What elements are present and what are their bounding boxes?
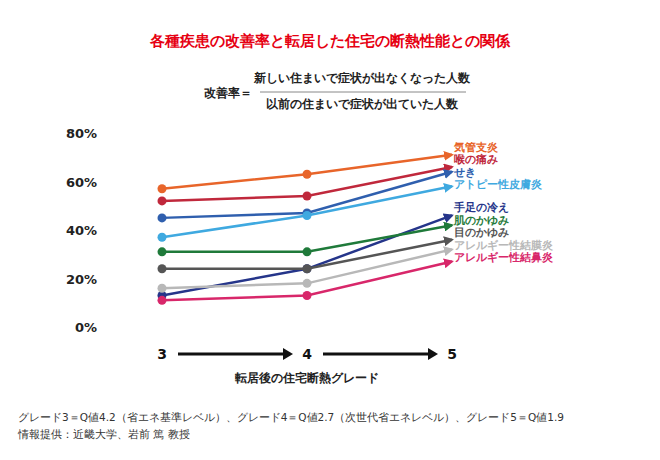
series-label: アレルギー性結膜炎 [454,239,554,252]
x-tick-label: 5 [447,346,457,362]
point-marker [303,170,312,179]
point-marker [158,184,167,193]
series-line [162,215,452,295]
fraction-bar [260,92,466,93]
y-tick-label: 0% [75,320,97,335]
x-arrowhead [283,348,293,360]
point-marker [158,247,167,256]
y-tick-label: 80% [66,126,97,141]
x-arrow [323,353,430,356]
y-tick-label: 40% [66,223,97,238]
series-label: 肌のかゆみ [453,214,509,227]
formula-lhs: 改善率＝ [204,86,252,100]
x-arrowhead [428,348,438,360]
formula-denominator: 以前の住まいで症状が出ていた人数 [266,97,459,111]
point-marker [303,279,312,288]
series-label: アトピー性皮膚炎 [454,178,543,191]
series-label: せき [453,166,476,179]
series-line [162,249,452,288]
footnote: 情報提供：近畿大学、岩前 篤 教授 [17,428,190,440]
series-label: 目のかゆみ [454,226,509,239]
point-marker [303,247,312,256]
point-marker [158,196,167,205]
point-marker [158,284,167,293]
background [0,0,660,460]
series-label: 気管支炎 [453,141,499,154]
point-marker [158,213,167,222]
point-marker [303,192,312,201]
point-marker [158,264,167,273]
x-tick-label: 4 [302,346,312,362]
x-axis-label: 転居後の住宅断熱グレード [235,371,379,385]
point-marker [158,233,167,242]
y-tick-label: 20% [66,272,97,287]
series-label: アレルギー性結鼻炎 [454,251,554,264]
point-marker [303,291,312,300]
series-label: 喉の痛み [454,153,498,166]
point-marker [303,264,312,273]
point-marker [158,296,167,305]
plot-area [158,155,453,305]
series-line [162,262,452,301]
x-arrow [178,353,285,356]
footnote: グレード3＝Q値4.2（省エネ基準レベル）、グレード4＝Q値2.7（次世代省エネ… [18,411,564,423]
chart: 各種疾患の改善率と転居した住宅の断熱性能との関係改善率＝新しい住まいで症状が出な… [0,0,660,460]
point-marker [303,211,312,220]
series-label: 手足の冷え [453,201,509,214]
point-marker [303,264,312,273]
formula-numerator: 新しい住まいで症状が出なくなった人数 [253,71,471,85]
series-line [162,186,452,237]
x-tick-label: 3 [157,346,167,362]
title: 各種疾患の改善率と転居した住宅の断熱性能との関係 [149,32,511,50]
y-tick-label: 60% [66,175,97,190]
